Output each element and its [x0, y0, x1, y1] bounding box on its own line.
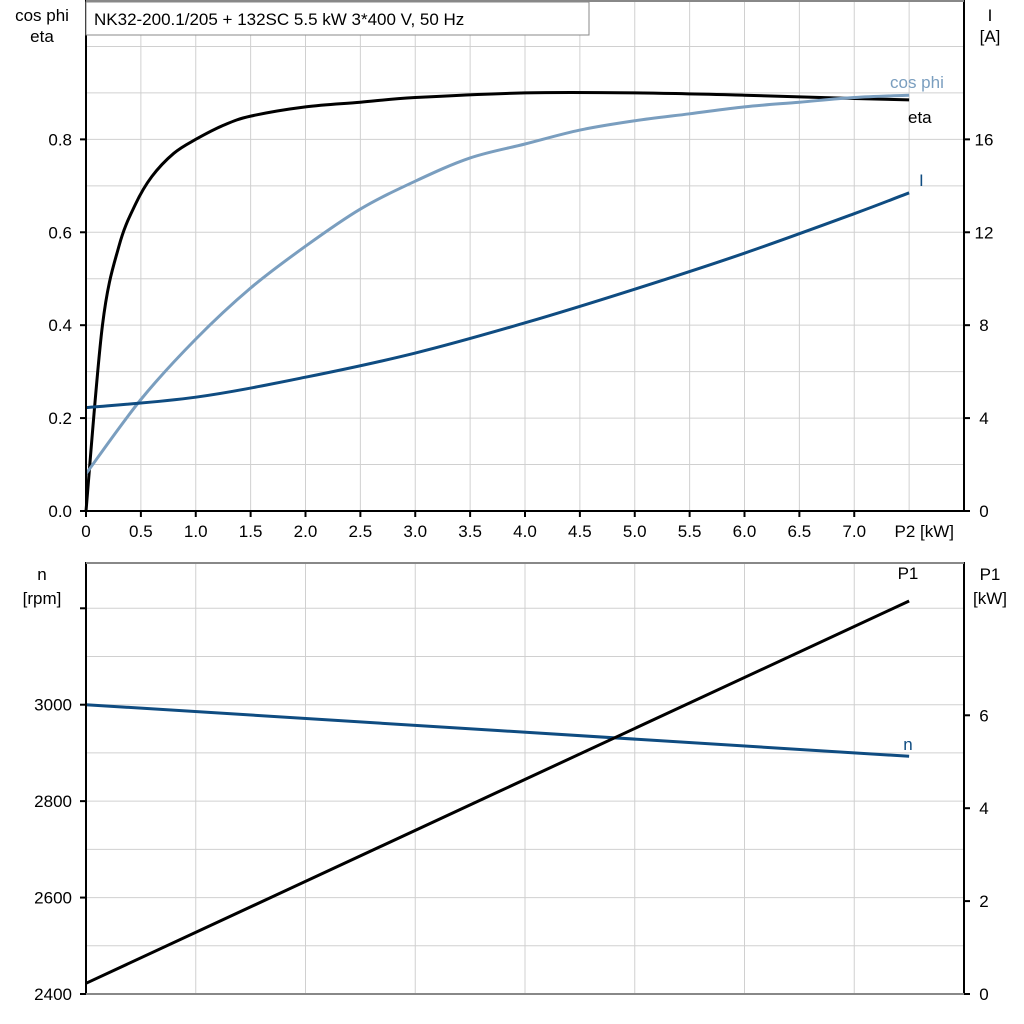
- x-tick-label: 3.5: [458, 522, 482, 541]
- y-left-tick-label: 2600: [34, 889, 72, 908]
- x-tick-label: 0: [81, 522, 90, 541]
- x-tick-label: 3.0: [403, 522, 427, 541]
- y-left-tick-label: 2400: [34, 985, 72, 1004]
- x-tick-label: 6.0: [733, 522, 757, 541]
- x-tick-label: 6.5: [788, 522, 812, 541]
- x-tick-label: 2.5: [349, 522, 373, 541]
- y-right-tick-label: 16: [975, 130, 994, 149]
- bottom-grid: [86, 562, 964, 994]
- y-right-tick-label: 4: [979, 409, 988, 428]
- bottom-series: [85, 599, 910, 985]
- x-tick-label: 7.0: [842, 522, 866, 541]
- y-right-tick-label: 4: [979, 799, 988, 818]
- series-label-eta: eta: [908, 108, 932, 127]
- axes: [80, 0, 970, 995]
- x-tick-label: 2.0: [294, 522, 318, 541]
- series-label-cosphi: cos phi: [890, 73, 944, 92]
- y-right-tick-label: 8: [979, 316, 988, 335]
- series-label-n: n: [903, 735, 912, 754]
- y-left-tick-label: 0.0: [48, 502, 72, 521]
- y-right-tick-label: 6: [979, 706, 988, 725]
- series-line-n: [85, 703, 910, 758]
- x-tick-label: 4.0: [513, 522, 537, 541]
- y-left-label-cosphi: cos phi: [15, 6, 69, 25]
- chart-title: NK32-200.1/205 + 132SC 5.5 kW 3*400 V, 5…: [94, 10, 464, 29]
- y-right-label-P1: P1: [980, 565, 1001, 584]
- y-left-label-n: n: [37, 565, 46, 584]
- x-tick-label: 1.5: [239, 522, 263, 541]
- top-grid: [86, 0, 964, 511]
- y-right-tick-label: 0: [979, 502, 988, 521]
- y-left-tick-label: 3000: [34, 696, 72, 715]
- x-tick-label: 5.5: [678, 522, 702, 541]
- series-line-i: [85, 191, 910, 410]
- y-right-tick-label: 12: [975, 223, 994, 242]
- series-line-p1: [85, 599, 910, 985]
- x-tick-label: 1.0: [184, 522, 208, 541]
- y-left-tick-label: 2800: [34, 792, 72, 811]
- top-series: [84, 90, 910, 512]
- title-box: [85, 1, 590, 36]
- x-axis-label: P2 [kW]: [894, 522, 954, 541]
- y-left-tick-label: 0.4: [48, 316, 72, 335]
- y-right-tick-label: 2: [979, 892, 988, 911]
- y-right-label-kW: [kW]: [973, 589, 1007, 608]
- y-right-label-A: [A]: [980, 27, 1001, 46]
- y-right-label-I: I: [988, 6, 993, 25]
- series-label-P1: P1: [898, 564, 919, 583]
- series-label-I: I: [919, 171, 924, 190]
- y-right-tick-label: 0: [979, 985, 988, 1004]
- y-left-tick-label: 0.8: [48, 130, 72, 149]
- y-left-tick-label: 0.2: [48, 409, 72, 428]
- x-tick-label: 4.5: [568, 522, 592, 541]
- y-left-label-eta: eta: [30, 27, 54, 46]
- y-left-label-rpm: [rpm]: [23, 589, 62, 608]
- x-tick-label: 5.0: [623, 522, 647, 541]
- series-line-eta: [84, 90, 910, 512]
- y-left-tick-label: 0.6: [48, 223, 72, 242]
- x-tick-label: 0.5: [129, 522, 153, 541]
- tick-labels: 0 0.5 1.0 1.5 2.0 2.5 3.0 3.5 4.0 4.5 5.0 5.5 6.0 6.5…: [34, 130, 993, 1004]
- series-line-cos-phi: [84, 93, 910, 475]
